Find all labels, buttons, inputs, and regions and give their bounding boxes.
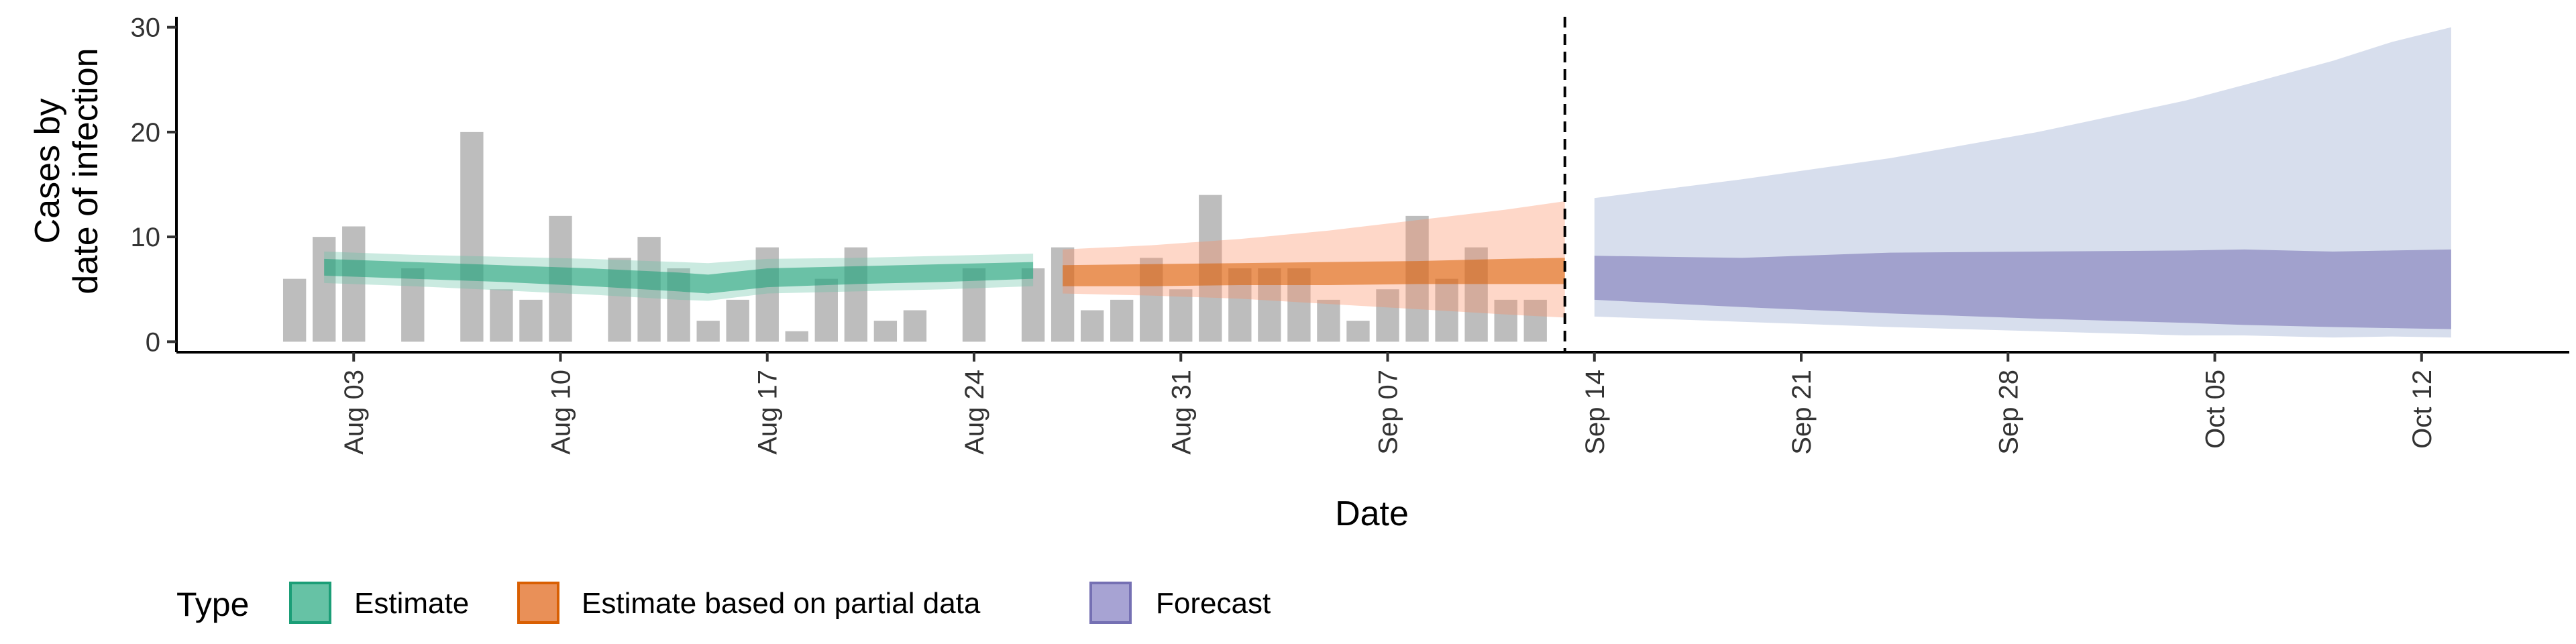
x-axis-title: Date <box>1335 494 1409 533</box>
y-tick-label: 0 <box>146 327 160 357</box>
band-inner-partial <box>1063 258 1565 286</box>
case-bar <box>313 237 336 342</box>
x-tick-label: Oct 05 <box>2201 370 2231 449</box>
legend-swatch-partial <box>517 582 559 624</box>
case-bar <box>401 268 425 342</box>
case-bar <box>1110 299 1134 342</box>
case-bar <box>1435 278 1458 342</box>
case-bar <box>844 247 868 342</box>
case-bar <box>460 131 484 342</box>
x-tick-label: Oct 12 <box>2408 370 2437 449</box>
case-bar <box>1494 299 1517 342</box>
estimate-bands <box>324 27 2451 338</box>
legend-label-partial: Estimate based on partial data <box>582 587 981 620</box>
y-axis-title-line2: date of infection <box>66 48 105 294</box>
axes <box>175 17 2569 354</box>
case-bar <box>1346 321 1370 342</box>
x-tick-label: Sep 14 <box>1580 370 1610 455</box>
band-inner-forecast <box>1594 249 2451 329</box>
case-bar <box>903 310 927 342</box>
case-bar <box>1376 289 1399 342</box>
band-outer-partial <box>1063 201 1565 318</box>
case-bar <box>873 321 898 342</box>
case-bar <box>1317 299 1340 342</box>
x-tick-label: Aug 10 <box>547 370 576 455</box>
legend: Type Estimate Estimate based on partial … <box>176 582 1271 624</box>
case-bar <box>1523 299 1547 342</box>
case-bar <box>1080 310 1104 342</box>
case-bar <box>785 331 808 342</box>
x-tick-label: Sep 21 <box>1787 370 1817 455</box>
case-bar <box>726 299 749 342</box>
axis-ticks: 0 10 20 30 Aug 03 Aug 10 Aug 17 Aug 24 Aug 31 Sep… <box>131 13 2437 455</box>
case-bar <box>1169 289 1193 342</box>
observed-cases-bars <box>282 131 1547 342</box>
case-bar <box>342 226 366 342</box>
x-tick-label: Sep 28 <box>1994 370 2023 455</box>
x-tick-label: Sep 07 <box>1374 370 1403 455</box>
legend-swatch-estimate <box>289 582 331 624</box>
y-tick-label: 10 <box>131 223 161 252</box>
x-tick-label: Aug 31 <box>1167 370 1196 455</box>
legend-label-estimate: Estimate <box>354 587 469 620</box>
case-bar <box>814 278 838 342</box>
legend-title: Type <box>176 586 249 623</box>
legend-swatch-forecast <box>1089 582 1132 624</box>
case-bar <box>490 289 513 342</box>
band-inner-estimate <box>324 258 1034 294</box>
x-tick-label: Aug 24 <box>960 370 989 455</box>
x-tick-label: Aug 17 <box>753 370 783 455</box>
y-tick-label: 20 <box>131 118 161 148</box>
case-bar <box>1051 247 1075 342</box>
y-tick-label: 30 <box>131 13 161 43</box>
case-bar <box>519 299 543 342</box>
legend-label-forecast: Forecast <box>1156 587 1271 620</box>
case-bar <box>755 247 779 342</box>
y-axis-title-line1: Cases by <box>28 99 67 244</box>
x-tick-label: Aug 03 <box>339 370 369 455</box>
case-bar <box>282 278 307 342</box>
case-bar <box>696 321 720 342</box>
case-bar <box>1021 268 1045 342</box>
